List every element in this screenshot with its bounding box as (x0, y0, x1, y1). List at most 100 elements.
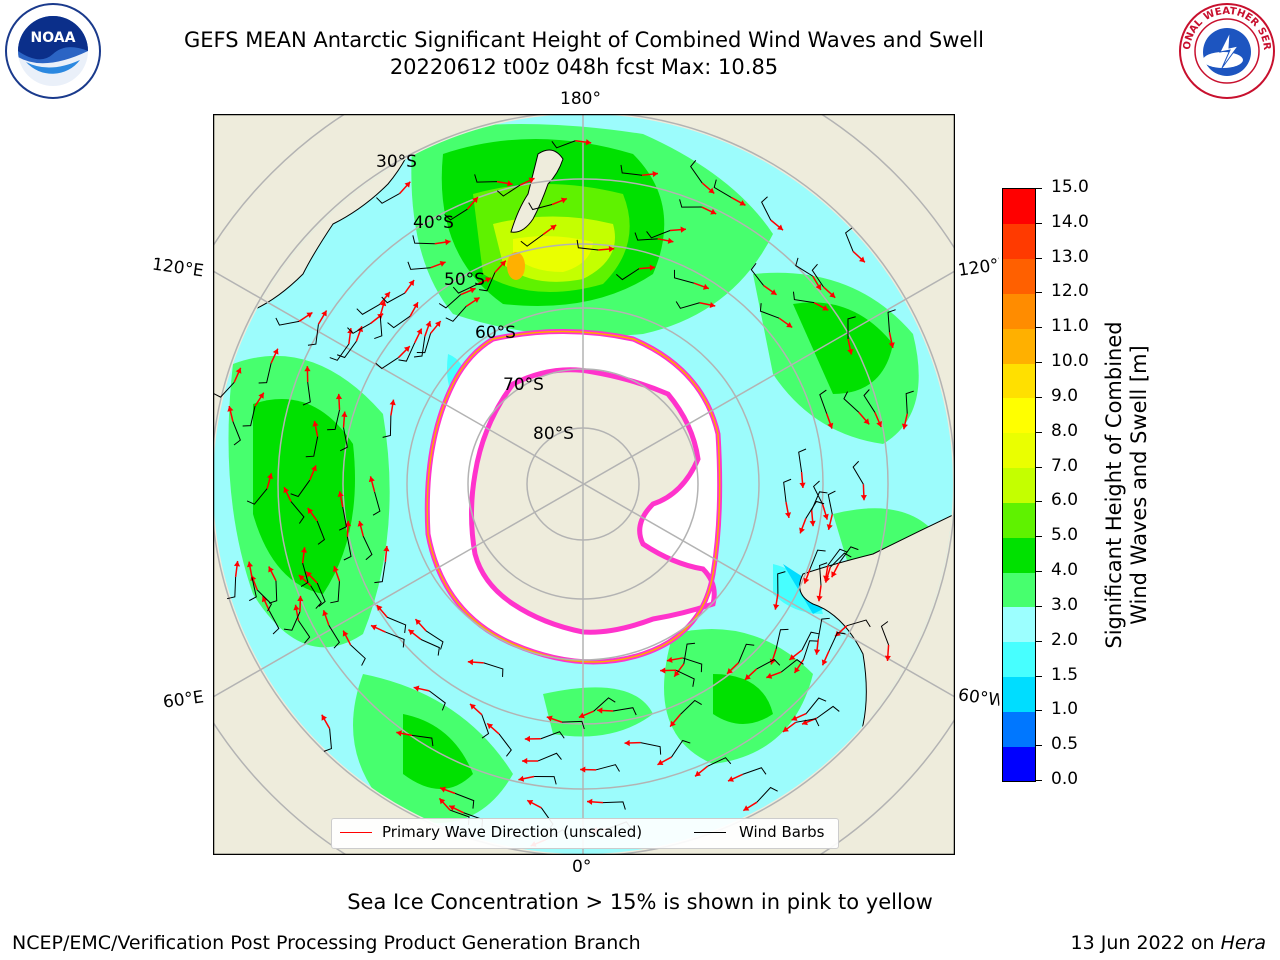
wind-barb (828, 632, 846, 651)
map-frame (212, 113, 956, 856)
lat-label-70s: 70°S (503, 375, 544, 395)
wave-arrow-head (822, 305, 829, 311)
wave-arrow-head (884, 655, 891, 661)
wave-arrow-head (306, 571, 312, 578)
wave-arrow-head (527, 800, 534, 806)
wind-barb (454, 792, 475, 809)
footer-branch: NCEP/EMC/Verification Post Processing Pr… (12, 932, 641, 954)
lon-label-left-upper: 120°E (150, 254, 205, 282)
wave-arrow-head (816, 595, 823, 602)
wave-arrow-head (322, 610, 329, 617)
wave-arrow-head (831, 571, 837, 578)
wave-arrow-head (368, 476, 375, 483)
wave-arrow-head (227, 406, 234, 412)
wind-barb (863, 389, 876, 413)
wave-arrow-head (770, 289, 777, 295)
colorbar-tick-label: 12.0 (1051, 281, 1089, 302)
colorbar-tick-mark (1036, 222, 1042, 224)
wind-barb (425, 630, 444, 650)
wave-arrow-head (261, 596, 268, 603)
wave-arrow-head (416, 328, 423, 335)
wind-barb (750, 262, 764, 286)
chart-title: GEFS MEAN Antarctic Significant Height o… (183, 28, 985, 52)
wave-arrow-head (847, 348, 854, 355)
wind-barb (887, 309, 896, 333)
wind-barb (387, 616, 407, 633)
wave-arrow-head (487, 723, 494, 730)
wave-arrow-head (666, 656, 673, 663)
wave-arrow-head (773, 604, 780, 610)
wave-arrow-head (766, 672, 773, 679)
wave-arrow-head (445, 239, 451, 246)
wave-arrow-head (307, 507, 314, 514)
wind-barb (802, 640, 818, 660)
wind-barb (256, 589, 273, 612)
colorbar-band (1003, 537, 1035, 573)
wave-arrow-head (739, 200, 746, 206)
wind-barb (690, 160, 703, 184)
colorbar-band (1003, 467, 1035, 503)
wave-arrow-head (649, 264, 656, 271)
colorbar-band (1003, 189, 1035, 225)
wind-barb (761, 196, 772, 221)
wind-barb (316, 520, 326, 545)
wind-barb (537, 752, 562, 762)
wave-arrow-head (744, 674, 751, 680)
wind-legend-line (694, 832, 726, 833)
lon-label-left-lower: 60°E (161, 687, 206, 713)
wave-arrow-head (408, 629, 415, 636)
lat-label-60s: 60°S (475, 323, 516, 343)
colorbar-tick-label: 9.0 (1051, 385, 1079, 406)
wind-barb (811, 263, 824, 288)
wind-barb (316, 582, 326, 607)
wave-arrow-head (608, 245, 615, 253)
wind-barb (646, 230, 671, 239)
wind-barb (551, 140, 576, 149)
colorbar-tick-label: 7.0 (1051, 455, 1079, 476)
wind-barb (827, 548, 848, 566)
wind-legend-label: Wind Barbs (739, 823, 825, 841)
wave-arrow-head (587, 798, 593, 805)
wave-arrow-head (660, 667, 666, 674)
wave-arrow-head (827, 422, 834, 429)
wind-barb (777, 571, 786, 594)
wind-barb (438, 294, 462, 309)
colorbar-tick-label: 4.0 (1051, 560, 1079, 581)
wind-barb (226, 576, 237, 600)
wave-arrow-head (876, 421, 882, 427)
colorbar-tick-label: 0.0 (1051, 769, 1079, 789)
wind-barb (593, 697, 616, 712)
wave-arrow-head (404, 181, 411, 188)
wind-barb (756, 786, 778, 803)
wind-barb (679, 199, 702, 208)
wave-arrow-head (337, 491, 344, 497)
lon-label-right-upper: 120°W (956, 255, 1002, 281)
wind-barb (561, 720, 585, 730)
wave-arrow-head (789, 654, 796, 660)
colorbar-ticks: 0.0 0.5 1.0 1.5 2.0 3.0 4.0 5.0 6.0 7.0 8.0 9.0 10.0… (1036, 177, 1096, 789)
colorbar-band (1003, 258, 1035, 294)
colorbar-band (1003, 397, 1035, 434)
wind-barb (420, 639, 440, 656)
colorbar-tick-label: 8.0 (1051, 420, 1079, 441)
colorbar-tick-mark (1036, 710, 1042, 712)
wind-barb (382, 415, 392, 438)
wave-arrow-head (550, 224, 557, 231)
wind-barb (673, 269, 694, 284)
wave-arrow-head (246, 561, 253, 568)
wave-arrow-head (708, 187, 715, 194)
wind-barb (595, 764, 620, 772)
wave-arrow-head (415, 619, 422, 625)
wind-barb (576, 239, 599, 251)
wind-barb (846, 619, 871, 628)
wave-arrow-head (695, 770, 701, 777)
wave-arrow-head (312, 420, 319, 427)
wave-arrow-head (710, 208, 717, 215)
colorbar-tick-mark (1036, 780, 1042, 781)
wave-arrow-head (528, 177, 535, 184)
wind-barb (232, 421, 241, 446)
wave-arrow-head (300, 547, 308, 553)
colorbar-band (1003, 641, 1035, 678)
wave-arrow-head (384, 291, 390, 298)
wind-barb (783, 478, 792, 503)
